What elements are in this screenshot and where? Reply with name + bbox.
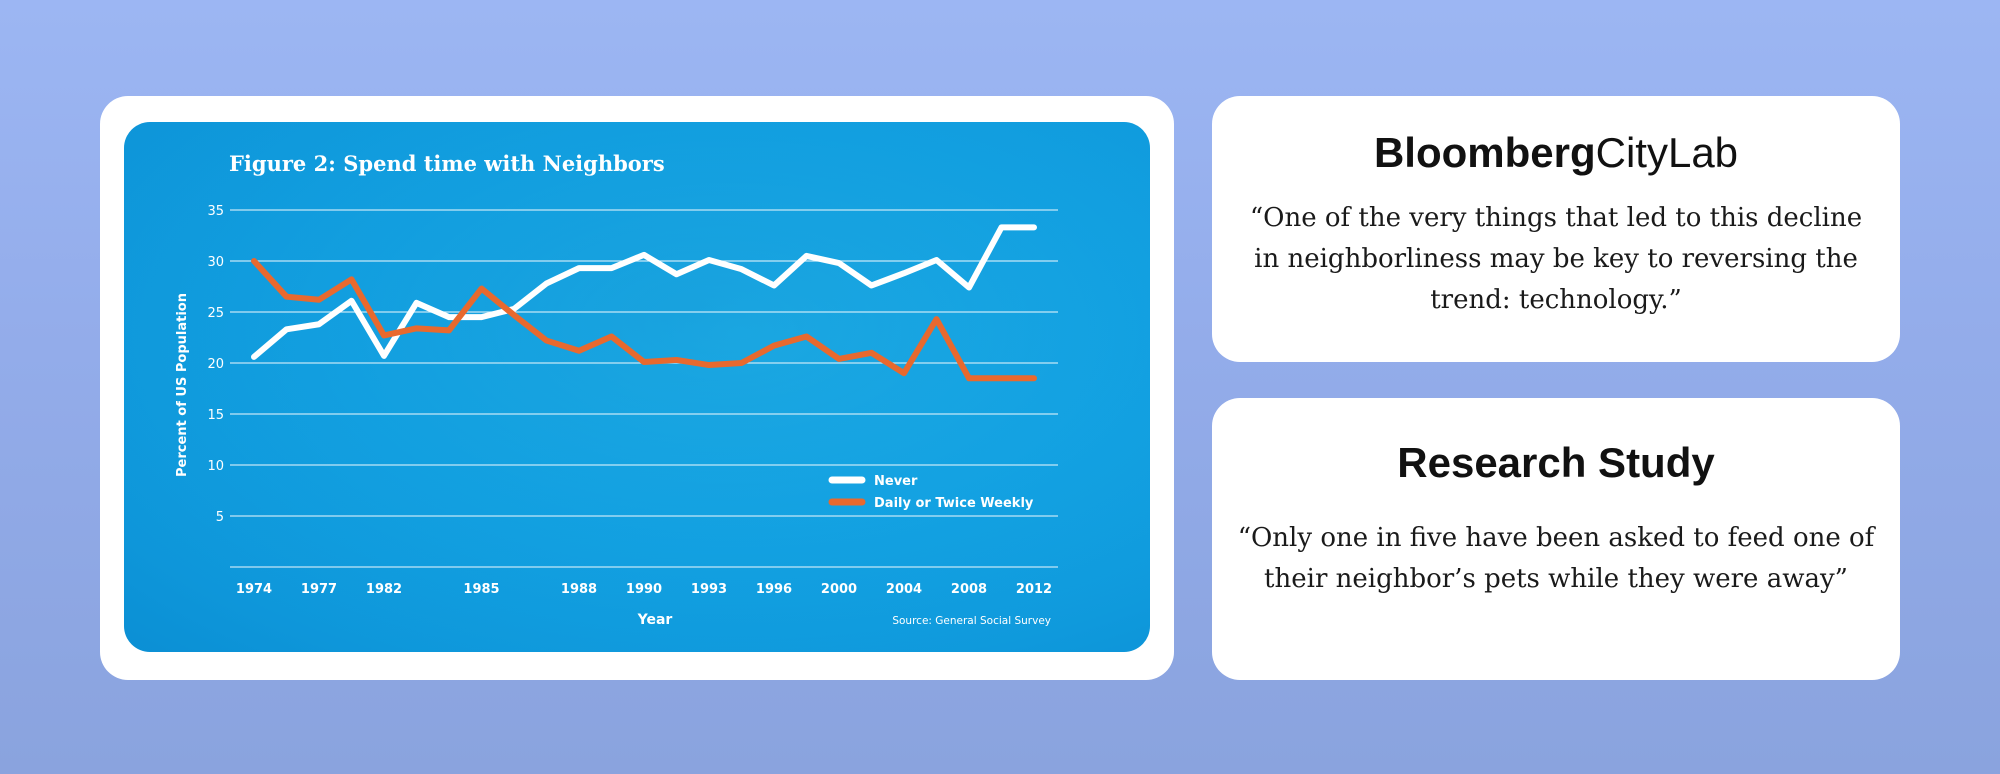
legend-label: Never: [874, 474, 918, 489]
x-tick-label: 2000: [821, 582, 857, 597]
x-tick-label: 1974: [236, 582, 272, 597]
x-tick-label: 2012: [1016, 582, 1052, 597]
y-tick-label: 5: [216, 510, 224, 525]
chart-card: Figure 2: Spend time with Neighbors 5 10 1…: [100, 96, 1174, 680]
chart-panel: Figure 2: Spend time with Neighbors 5 10 1…: [124, 122, 1150, 652]
x-tick-label: 2008: [951, 582, 987, 597]
x-tick-label: 1988: [561, 582, 597, 597]
bloomberg-quote-text: “One of the very things that led to this…: [1249, 203, 1863, 315]
y-tick-label: 20: [207, 357, 224, 372]
research-quote-text: “Only one in five have been asked to fee…: [1237, 523, 1875, 594]
y-tick-label: 10: [207, 459, 224, 474]
source-note: Source: General Social Survey: [892, 615, 1051, 627]
series-line-never: [251, 224, 1037, 360]
x-tick-label: 1990: [626, 582, 662, 597]
x-tick-label: 2004: [886, 582, 922, 597]
research-study-title: Research Study: [1397, 439, 1715, 486]
brand-name-bold: Bloomberg: [1373, 129, 1596, 176]
x-axis-title: Year: [637, 612, 673, 628]
y-tick-label: 25: [207, 306, 224, 321]
line-chart: Figure 2: Spend time with Neighbors 5 10 1…: [124, 122, 1150, 652]
x-tick-label: 1977: [301, 582, 337, 597]
x-tick-label: 1993: [691, 582, 727, 597]
chart-title: Figure 2: Spend time with Neighbors: [229, 151, 665, 176]
y-tick-label: 30: [207, 255, 224, 270]
brand-name-light: CityLab: [1595, 129, 1739, 176]
y-axis-title: Percent of US Population: [175, 293, 190, 477]
research-quote-card: Research Study “Only one in five have be…: [1212, 398, 1900, 680]
bloomberg-quote-card: BloombergCityLab “One of the very things…: [1212, 96, 1900, 362]
series-line-daily-or-twice-weekly: [251, 258, 1037, 382]
x-tick-label: 1996: [756, 582, 792, 597]
brand-logo: BloombergCityLab: [1212, 132, 1900, 174]
y-tick-label: 15: [207, 408, 224, 423]
legend: Never Daily or Twice Weekly: [828, 474, 1034, 511]
background-shade: [124, 122, 1150, 652]
y-tick-label: 35: [207, 204, 224, 219]
x-tick-label: 1985: [463, 582, 499, 597]
legend-label: Daily or Twice Weekly: [874, 496, 1034, 511]
x-tick-label: 1982: [366, 582, 402, 597]
